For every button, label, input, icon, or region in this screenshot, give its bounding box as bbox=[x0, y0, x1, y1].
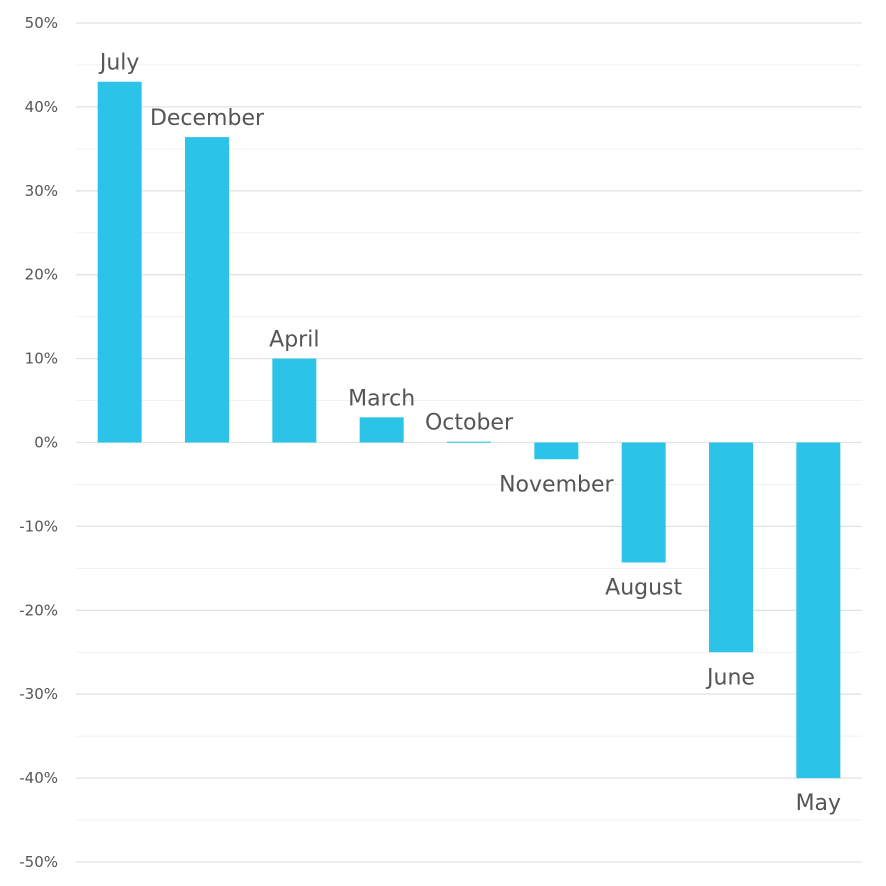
bar bbox=[185, 137, 229, 443]
bar bbox=[709, 442, 753, 653]
bar-label: August bbox=[605, 575, 682, 600]
bar bbox=[796, 442, 841, 779]
bar-label: July bbox=[98, 51, 140, 76]
bar bbox=[359, 417, 404, 443]
bar bbox=[447, 441, 491, 443]
y-tick-label: 10% bbox=[25, 350, 58, 368]
y-tick-label: 0% bbox=[34, 434, 58, 452]
y-tick-label: -30% bbox=[19, 685, 58, 703]
y-axis-ticks: 50% 40% 30% 20% 10% 0% -10% -20% -30% -40% -50% bbox=[19, 14, 58, 871]
bar-labels: July December April March October November Aug… bbox=[98, 51, 841, 816]
bar-label: May bbox=[796, 791, 841, 816]
y-tick-label: 40% bbox=[25, 98, 58, 116]
y-tick-label: 50% bbox=[25, 14, 58, 32]
grid-lines bbox=[76, 22, 862, 863]
bars bbox=[97, 81, 841, 779]
bar-label: April bbox=[269, 328, 319, 353]
bar-label: March bbox=[348, 386, 415, 411]
bar bbox=[621, 442, 666, 563]
y-tick-label: -50% bbox=[19, 853, 58, 871]
y-tick-label: 20% bbox=[25, 266, 58, 284]
bar bbox=[272, 358, 317, 443]
y-tick-label: -20% bbox=[19, 601, 58, 619]
bar-label: June bbox=[705, 665, 755, 690]
bar-label: October bbox=[425, 411, 514, 436]
bar-label: December bbox=[150, 106, 265, 131]
y-tick-label: -40% bbox=[19, 769, 58, 787]
y-tick-label: -10% bbox=[19, 517, 58, 535]
bar-label: November bbox=[499, 472, 614, 497]
bar bbox=[534, 442, 579, 460]
y-tick-label: 30% bbox=[25, 182, 58, 200]
bar bbox=[97, 81, 142, 443]
